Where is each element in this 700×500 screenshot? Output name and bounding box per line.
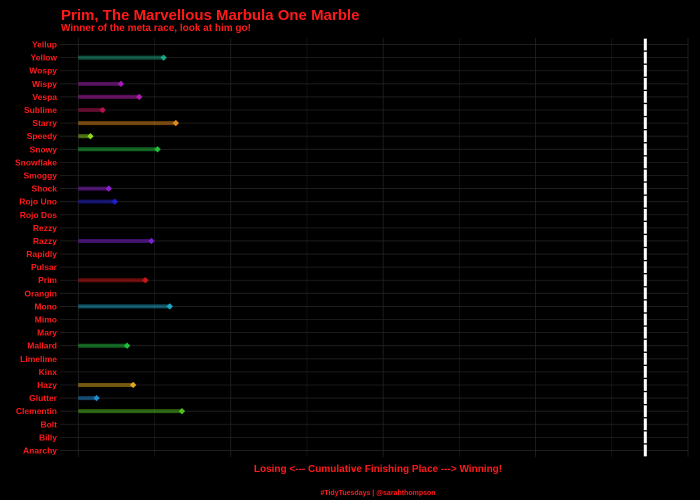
finish-marker [643, 418, 647, 431]
y-tick-label: Yellow [31, 53, 58, 63]
finish-marker [643, 130, 647, 143]
dumbbell-point [93, 394, 100, 402]
y-tick-label: Mary [37, 328, 57, 338]
finish-marker [643, 64, 647, 77]
finish-marker [643, 38, 647, 51]
y-tick-label: Limelime [20, 354, 57, 364]
y-tick-label: Speedy [27, 131, 58, 141]
y-tick-label: Orangin [24, 288, 57, 298]
dumbbell-point [136, 93, 143, 101]
y-tick-label: Wospy [29, 66, 57, 76]
dumbbell-point [178, 407, 186, 415]
finish-marker [643, 405, 647, 418]
dumbbell-point [123, 342, 131, 349]
y-tick-label: Prim [38, 275, 57, 285]
finish-marker [643, 77, 647, 90]
dumbbell-point [142, 277, 149, 284]
y-tick-label: Smoggy [23, 170, 57, 180]
chart-title: Prim, The Marvellous Marbula One Marble [61, 7, 359, 24]
y-tick-label: Clementin [16, 406, 57, 416]
y-tick-label: Rapidly [26, 249, 57, 259]
y-tick-label: Bolt [40, 419, 57, 429]
y-tick-label: Yellup [32, 40, 57, 50]
dumbbell-point [172, 119, 180, 127]
y-tick-label: Snowy [30, 144, 58, 154]
y-tick-label: Hazy [37, 380, 57, 390]
y-tick-label: Rojo Dos [20, 210, 58, 220]
x-axis-label: Losing <--- Cumulative Finishing Place -… [254, 464, 502, 475]
finish-marker [643, 91, 647, 103]
finish-marker [643, 379, 647, 391]
finish-marker [643, 235, 647, 247]
finish-marker [643, 339, 647, 352]
finish-marker [643, 248, 647, 260]
finish-marker [643, 182, 647, 195]
y-tick-label: Mallard [27, 341, 57, 351]
dumbbell-point [166, 303, 173, 310]
finish-marker [643, 117, 647, 130]
finish-marker [643, 313, 647, 326]
finish-marker [643, 274, 647, 287]
finish-marker [643, 444, 647, 457]
dumbbell-point [87, 133, 94, 140]
y-tick-label: Rojo Uno [19, 197, 57, 207]
y-tick-label: Mimo [35, 315, 57, 325]
dumbbell-point [160, 54, 167, 61]
finish-marker [643, 169, 647, 182]
y-tick-label: Pulsar [31, 262, 58, 272]
finish-marker [643, 208, 647, 221]
y-tick-label: Rezzy [33, 223, 57, 233]
finish-marker [643, 300, 647, 313]
marks-layer [78, 38, 647, 457]
finish-marker [643, 392, 647, 404]
finish-marker [643, 352, 647, 365]
y-tick-label: Glutter [29, 393, 58, 403]
finish-marker [643, 143, 647, 156]
finish-marker [643, 287, 647, 300]
finish-marker [643, 326, 647, 339]
y-tick-label: Billy [39, 432, 57, 442]
dumbbell-point [111, 198, 119, 205]
finish-marker [643, 195, 647, 208]
y-tick-label: Sublime [24, 105, 57, 115]
caption: #TidyTuesdays | @sarahthompson [320, 490, 435, 497]
grid-layer [60, 38, 689, 457]
finish-marker [643, 51, 647, 64]
finish-marker [643, 221, 647, 234]
finish-marker [643, 365, 647, 378]
y-tick-label: Starry [32, 118, 57, 128]
dumbbell-point [105, 185, 112, 192]
y-tick-label: Wispy [32, 79, 57, 89]
dumbbell-point [117, 80, 125, 88]
finish-marker [643, 431, 647, 444]
y-tick-label: Anarchy [23, 445, 57, 455]
finish-marker [643, 156, 647, 169]
y-tick-label: Vespa [32, 92, 57, 102]
dumbbell-point [129, 381, 137, 389]
dumbbell-point [154, 146, 161, 153]
y-tick-label: Snowflake [15, 157, 57, 167]
y-tick-label: Mono [34, 301, 57, 311]
dumbbell-point [148, 237, 155, 245]
finish-marker [643, 261, 647, 274]
y-tick-label: Shock [31, 184, 57, 194]
finish-marker [643, 104, 647, 116]
chart-subtitle: Winner of the meta race, look at him go! [61, 23, 251, 34]
y-tick-label: Razzy [33, 236, 57, 246]
y-tick-labels: Yellup Yellow Wospy Wispy Vespa Sublime Starry… [15, 40, 58, 456]
dumbbell-point [99, 106, 106, 114]
y-tick-label: Kinx [39, 367, 58, 377]
